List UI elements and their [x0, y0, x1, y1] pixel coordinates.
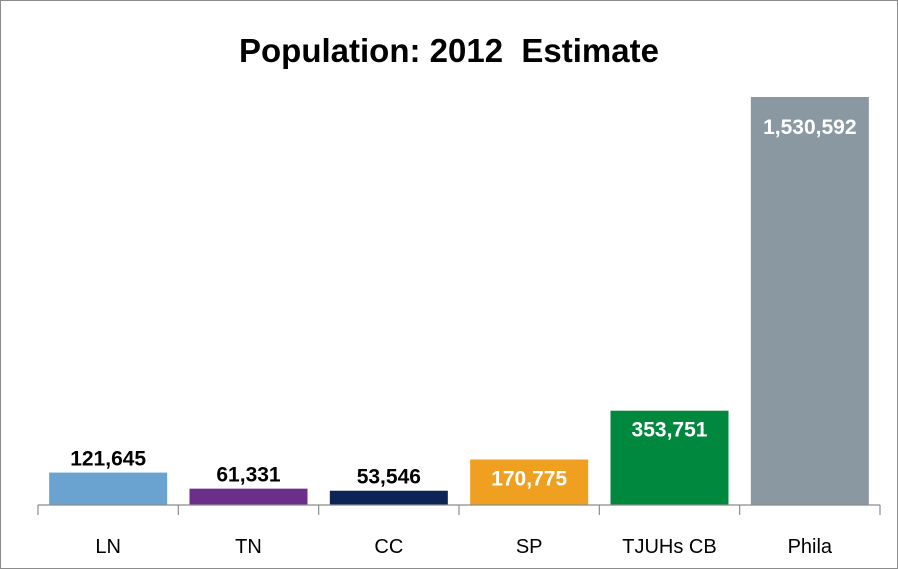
data-label: 53,546: [357, 466, 421, 489]
bar-phila: [750, 97, 869, 505]
data-label: 170,775: [491, 467, 567, 490]
x-tick-label: Phila: [788, 536, 833, 558]
x-tick-label: CC: [374, 536, 403, 558]
x-tick-label: TN: [235, 536, 262, 558]
data-label: 353,751: [632, 419, 708, 442]
bar-sp: [470, 459, 589, 505]
bar-cc: [329, 490, 448, 505]
x-tick-label: SP: [516, 536, 543, 558]
bar-tn: [189, 488, 308, 505]
bar-tjuhs-cb: [610, 410, 729, 505]
x-tick-label: TJUHs CB: [622, 536, 716, 558]
data-label: 121,645: [70, 448, 146, 471]
bar-ln: [49, 472, 168, 505]
data-label: 61,331: [216, 464, 281, 487]
data-label: 1,530,592: [763, 116, 856, 139]
chart-title: Population: 2012 Estimate: [239, 32, 659, 69]
x-tick-label: LN: [95, 536, 121, 558]
